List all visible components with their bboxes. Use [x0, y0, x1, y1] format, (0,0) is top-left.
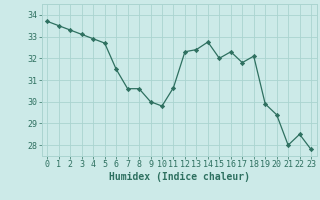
X-axis label: Humidex (Indice chaleur): Humidex (Indice chaleur)	[109, 172, 250, 182]
